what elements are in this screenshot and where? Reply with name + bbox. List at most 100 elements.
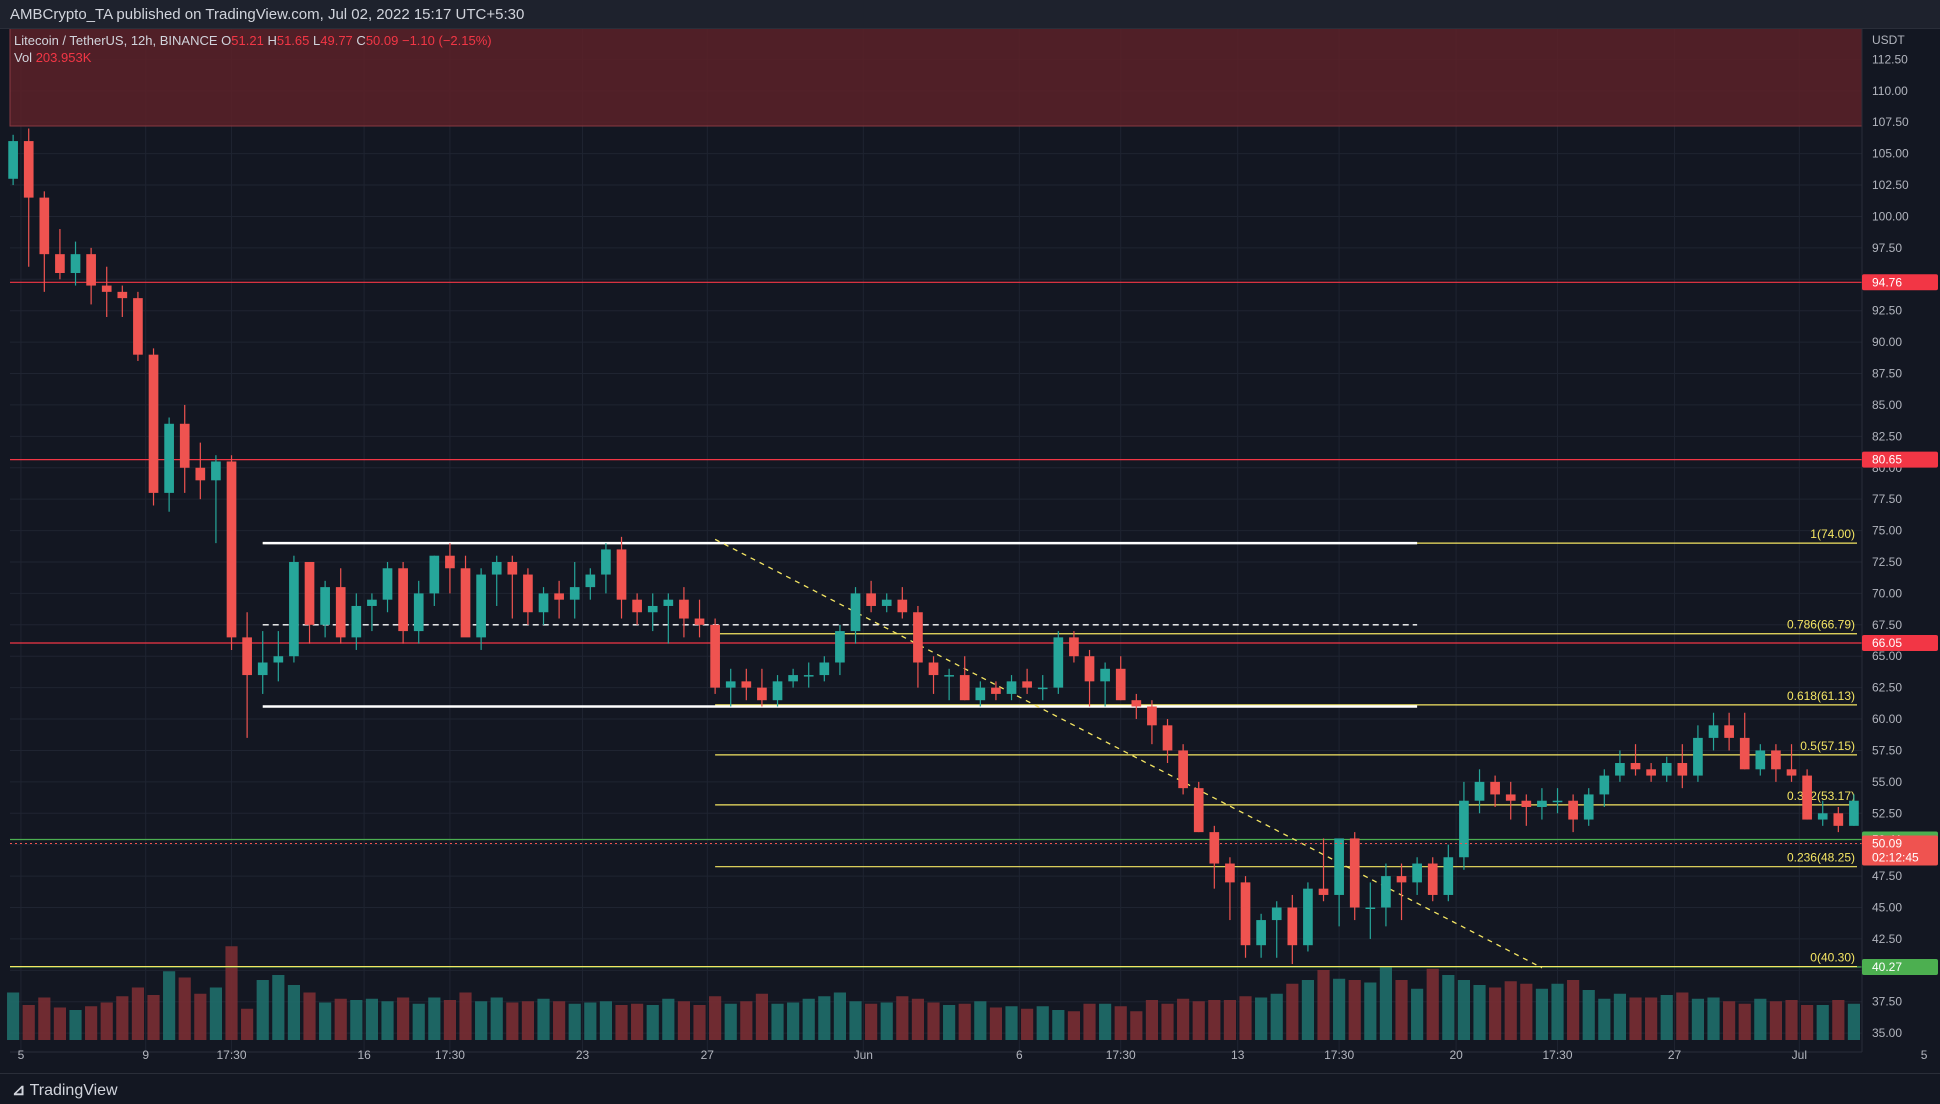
volume-bar [568, 1003, 581, 1040]
candle-body [1474, 781, 1485, 801]
resistance-price-tag-label: 66.05 [1872, 636, 1902, 650]
volume-bar [1738, 1003, 1751, 1040]
volume-bar [755, 993, 769, 1040]
volume-bar [1036, 1006, 1049, 1040]
candle-body [1693, 737, 1703, 776]
candle-body [1318, 888, 1329, 895]
candle-body [1739, 737, 1750, 770]
candle-body [133, 298, 143, 355]
volume-bar [646, 1005, 659, 1040]
candle-body [569, 587, 580, 600]
y-tick-label: 55.00 [1872, 775, 1902, 789]
volume-bar [1551, 983, 1564, 1040]
candle-body [1755, 750, 1766, 770]
volume-bar [1567, 980, 1580, 1040]
candle-body [1225, 863, 1235, 883]
candle-body [772, 681, 783, 701]
volume-bar [163, 971, 176, 1040]
candle-body [148, 354, 159, 493]
volume-bar [865, 1003, 878, 1040]
candle-body [991, 687, 1001, 694]
candle-body [647, 605, 658, 613]
candle-body [23, 141, 34, 198]
volume-bar [256, 980, 269, 1040]
support-price-tag-label: 40.27 [1872, 960, 1902, 974]
candle-body [335, 587, 346, 638]
candle-body [1115, 668, 1126, 701]
open-label: O [221, 33, 232, 48]
candle-body [866, 593, 876, 606]
volume-bar [1660, 995, 1673, 1040]
volume-bar [85, 1006, 98, 1040]
candle-body [757, 687, 767, 701]
y-tick-label: 105.00 [1872, 147, 1909, 161]
candle-body [86, 254, 96, 286]
candle-body [273, 656, 284, 663]
volume-bar [381, 1001, 394, 1040]
volume-bar [443, 1000, 457, 1040]
volume-bar [38, 997, 51, 1040]
volume-bar [693, 1005, 706, 1040]
volume-bar [631, 1003, 644, 1040]
x-tick-label: 9 [142, 1048, 149, 1062]
volume-bar [1598, 998, 1611, 1040]
fib-level-label: 1(74.00) [1810, 527, 1855, 541]
candle-body [1490, 781, 1500, 795]
candle-body [1802, 775, 1812, 820]
candle-body [39, 197, 50, 255]
x-tick-label: 17:30 [217, 1048, 247, 1062]
volume-bar [771, 1003, 784, 1040]
tradingview-logo[interactable]: ⊿ TradingView [12, 1080, 118, 1100]
volume-bar [1021, 1008, 1034, 1040]
y-tick-label: 47.50 [1872, 869, 1902, 883]
volume-bar [131, 987, 145, 1040]
volume-bar [116, 996, 129, 1040]
candle-body [710, 624, 720, 688]
candle-body [1521, 800, 1532, 807]
volume-bar [1192, 1001, 1205, 1040]
change-value: −1.10 (−2.15%) [401, 33, 492, 48]
y-tick-label: 97.50 [1872, 241, 1902, 255]
volume-bar [490, 997, 503, 1040]
volume-bar [553, 1001, 566, 1040]
candle-body [725, 681, 736, 688]
volume-bar [989, 1007, 1003, 1040]
candle-body [1396, 876, 1407, 883]
volume-bar [1130, 1011, 1143, 1040]
volume-bar [1067, 1011, 1081, 1040]
x-tick-label: 17:30 [1106, 1048, 1136, 1062]
candle-body [1817, 813, 1828, 820]
candle-body [1162, 725, 1173, 751]
candle-body [320, 587, 330, 625]
volume-bar [1223, 1000, 1237, 1040]
fib-level-label: 0.618(61.13) [1787, 689, 1855, 703]
volume-bar [225, 946, 238, 1040]
volume-bar [319, 1002, 332, 1040]
candle-body [1069, 637, 1079, 657]
candle-body [788, 675, 798, 682]
volume-label: Vol [14, 50, 33, 65]
volume-bar [1769, 1001, 1783, 1040]
candle-body [211, 461, 221, 481]
y-tick-label: 35.00 [1872, 1026, 1902, 1040]
volume-bar [350, 1000, 363, 1040]
volume-bar [1457, 980, 1471, 1040]
volume-bar [896, 996, 909, 1040]
volume-bar [1520, 983, 1533, 1040]
candle-body [913, 612, 923, 663]
candle-body [1240, 882, 1251, 946]
tv-logo-text: TradingView [29, 1082, 118, 1099]
candle-body [8, 141, 18, 179]
volume-bar [1099, 1003, 1112, 1040]
resistance-price-tag-label: 80.65 [1872, 453, 1902, 467]
candle-body [1568, 800, 1578, 820]
candle-body [850, 593, 861, 632]
y-tick-label: 52.50 [1872, 806, 1902, 820]
candle-body [289, 561, 299, 657]
volume-bar [911, 998, 925, 1040]
y-tick-label: 62.50 [1872, 681, 1902, 695]
footer-bar: ⊿ TradingView [0, 1073, 1940, 1104]
x-tick-label: Jul [1792, 1048, 1807, 1062]
x-tick-label: 13 [1231, 1048, 1245, 1062]
